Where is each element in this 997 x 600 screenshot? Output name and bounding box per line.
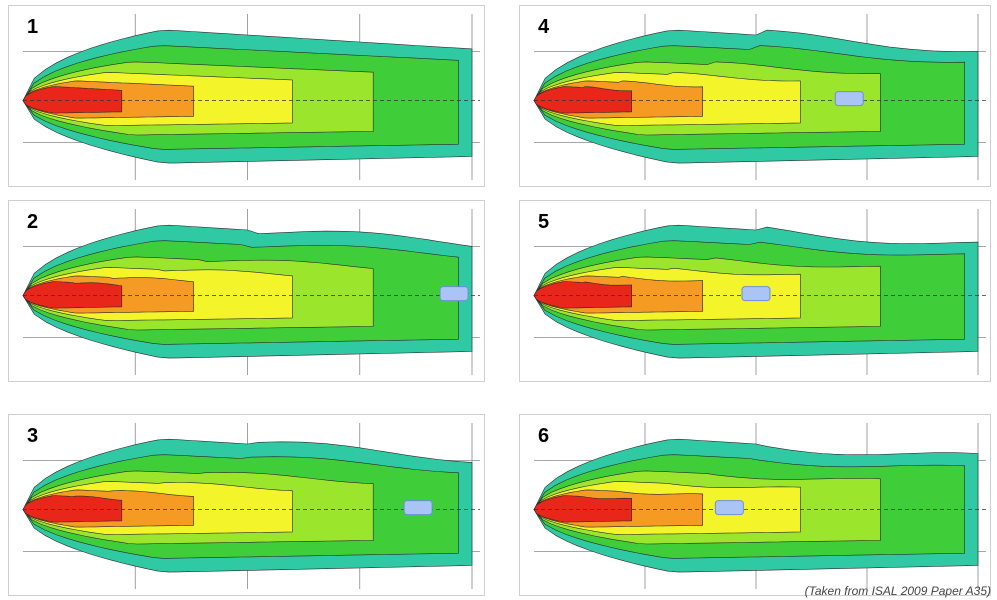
contour-band bbox=[534, 87, 632, 114]
panel-label-5: 5 bbox=[538, 211, 549, 234]
contour-plot-1 bbox=[9, 6, 485, 187]
contour-band bbox=[23, 282, 122, 309]
target-marker bbox=[404, 501, 432, 515]
panel-label-6: 6 bbox=[538, 425, 549, 448]
panel-label-4: 4 bbox=[538, 16, 549, 39]
contour-band bbox=[23, 87, 122, 114]
panel-label-3: 3 bbox=[27, 425, 38, 448]
panel-label-2: 2 bbox=[27, 211, 38, 234]
panel-3: 3 bbox=[8, 414, 485, 596]
contour-band bbox=[23, 496, 122, 523]
contour-band bbox=[534, 496, 632, 523]
panel-2: 2 bbox=[8, 200, 485, 382]
contour-plot-6 bbox=[520, 415, 991, 596]
target-marker bbox=[835, 92, 863, 106]
panel-5: 5 bbox=[519, 200, 991, 382]
target-marker bbox=[715, 501, 743, 515]
panel-label-1: 1 bbox=[27, 16, 38, 39]
image-credit: (Taken from ISAL 2009 Paper A35) bbox=[805, 584, 991, 598]
panel-6: 6 bbox=[519, 414, 991, 596]
contour-band bbox=[534, 282, 632, 309]
contour-plot-3 bbox=[9, 415, 485, 596]
panel-4: 4 bbox=[519, 5, 991, 187]
contour-plot-5 bbox=[520, 201, 991, 382]
target-marker bbox=[440, 287, 468, 301]
target-marker bbox=[742, 287, 770, 301]
contour-plot-2 bbox=[9, 201, 485, 382]
panel-1: 1 bbox=[8, 5, 485, 187]
contour-plot-4 bbox=[520, 6, 991, 187]
